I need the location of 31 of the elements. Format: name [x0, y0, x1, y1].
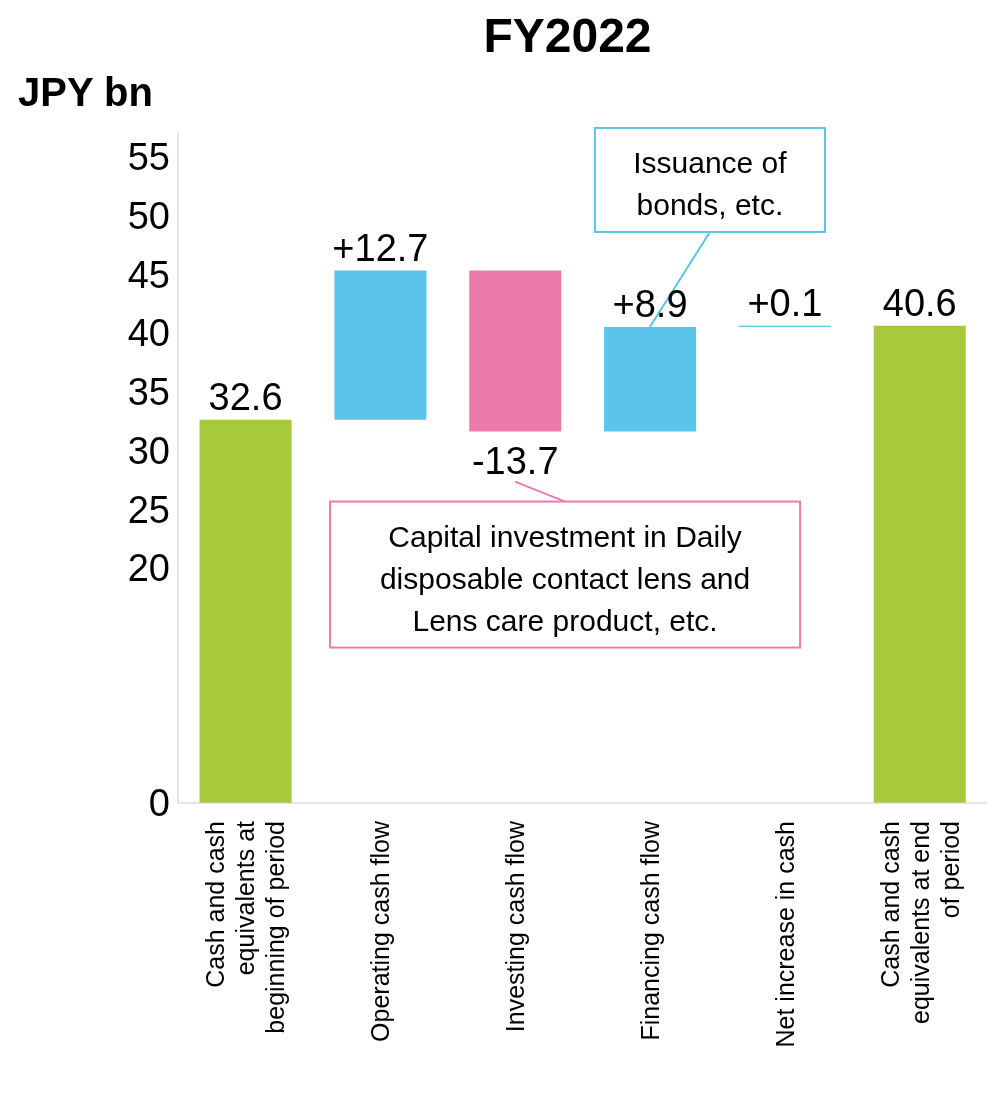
- x-tick-label: Cash and cash equivalents at end of period: [875, 821, 964, 1024]
- y-tick-label: 50: [127, 194, 170, 237]
- y-tick-label: 30: [127, 429, 170, 472]
- x-tick-label: Net increase in cash: [770, 821, 799, 1048]
- bar: [604, 326, 697, 432]
- annotation: Issuance of bonds, etc.: [633, 145, 788, 221]
- y-tick-label: 55: [127, 136, 170, 178]
- bar: [199, 419, 292, 803]
- callout-box: Capital investment in Daily disposable contact lens and Lens care product, etc.: [329, 500, 802, 649]
- y-tick-label: 20: [127, 547, 170, 590]
- x-tick-label: Cash and cash equivalents at beginning of period: [201, 820, 290, 1034]
- y-tick-label: 40: [127, 312, 170, 355]
- data-label: +12.7: [332, 226, 429, 269]
- y-tick-label: 35: [127, 371, 170, 414]
- bar: [469, 270, 562, 432]
- x-tick-label: Financing cash flow: [635, 820, 664, 1041]
- chart-title: FY2022: [482, 8, 653, 63]
- y-tick-label: 0: [148, 782, 170, 825]
- x-tick-label: Investing cash flow: [501, 820, 530, 1033]
- data-label: 40.6: [882, 281, 957, 324]
- y-tick-label: 45: [127, 253, 170, 296]
- bar: [873, 325, 966, 803]
- data-label: +0.1: [747, 281, 823, 324]
- annotation: Capital investment in Daily disposable contact lens and Lens care product, etc.: [379, 519, 751, 637]
- data-label: -13.7: [471, 439, 559, 482]
- data-label: 32.6: [208, 375, 283, 418]
- bar: [334, 270, 427, 420]
- y-axis-title: JPY bn: [18, 70, 153, 115]
- callout-box: Issuance of bonds, etc.: [593, 126, 826, 233]
- y-tick-label: 25: [127, 488, 170, 531]
- x-tick-label: Operating cash flow: [366, 820, 395, 1042]
